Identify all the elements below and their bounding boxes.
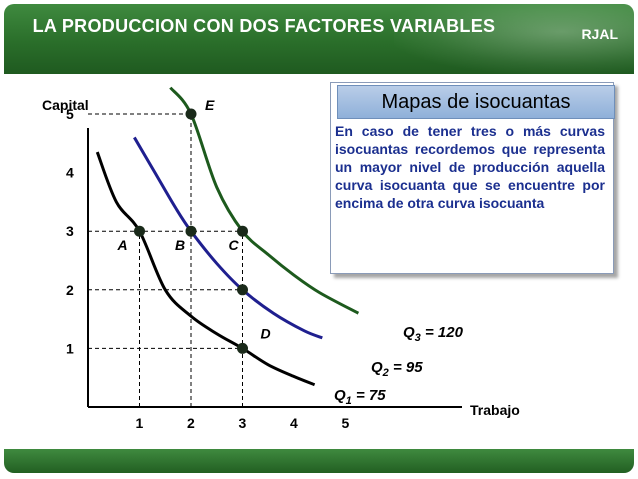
point-marker <box>185 225 197 237</box>
point-marker <box>185 108 197 120</box>
brand-label: RJAL <box>581 26 618 42</box>
y-tick-label: 3 <box>66 223 74 239</box>
info-box-text: En caso de tener tres o más curvas isocu… <box>335 123 605 211</box>
point-label-d: D <box>261 325 271 341</box>
slide-footer <box>4 449 634 473</box>
point-label-e: E <box>205 97 215 113</box>
point-label-c: C <box>229 237 240 253</box>
x-axis-label: Trabajo <box>470 402 520 418</box>
slide-title: LA PRODUCCION CON DOS FACTORES VARIABLES <box>32 16 496 36</box>
isoquant-curve-q2 <box>133 136 323 340</box>
info-box-title: Mapas de isocuantas <box>337 85 615 119</box>
slide-header: LA PRODUCCION CON DOS FACTORES VARIABLES… <box>4 4 634 74</box>
point-marker <box>134 225 145 237</box>
y-tick-label: 5 <box>66 106 74 122</box>
y-tick-label: 2 <box>66 282 74 298</box>
point-marker <box>237 284 248 296</box>
x-tick-label: 3 <box>239 415 247 431</box>
series-label-q2: Q2 = 95 <box>371 359 423 379</box>
x-tick-label: 5 <box>342 415 350 431</box>
y-tick-label: 1 <box>66 340 74 356</box>
point-label-a: A <box>117 237 128 253</box>
series-label-q3: Q3 = 120 <box>403 324 464 344</box>
y-tick-label: 4 <box>66 165 74 181</box>
header-decoration <box>394 4 634 74</box>
point-marker <box>237 225 248 237</box>
point-label-b: B <box>175 237 185 253</box>
series-label-q1: Q1 = 75 <box>334 387 386 407</box>
y-axis-label: Capital <box>42 97 89 113</box>
isoquant-curve-q1 <box>95 151 316 387</box>
isoquant-curve-q3 <box>169 86 360 315</box>
x-tick-label: 1 <box>136 415 144 431</box>
x-tick-label: 2 <box>187 415 195 431</box>
point-marker <box>237 342 248 354</box>
x-tick-label: 4 <box>290 415 298 431</box>
